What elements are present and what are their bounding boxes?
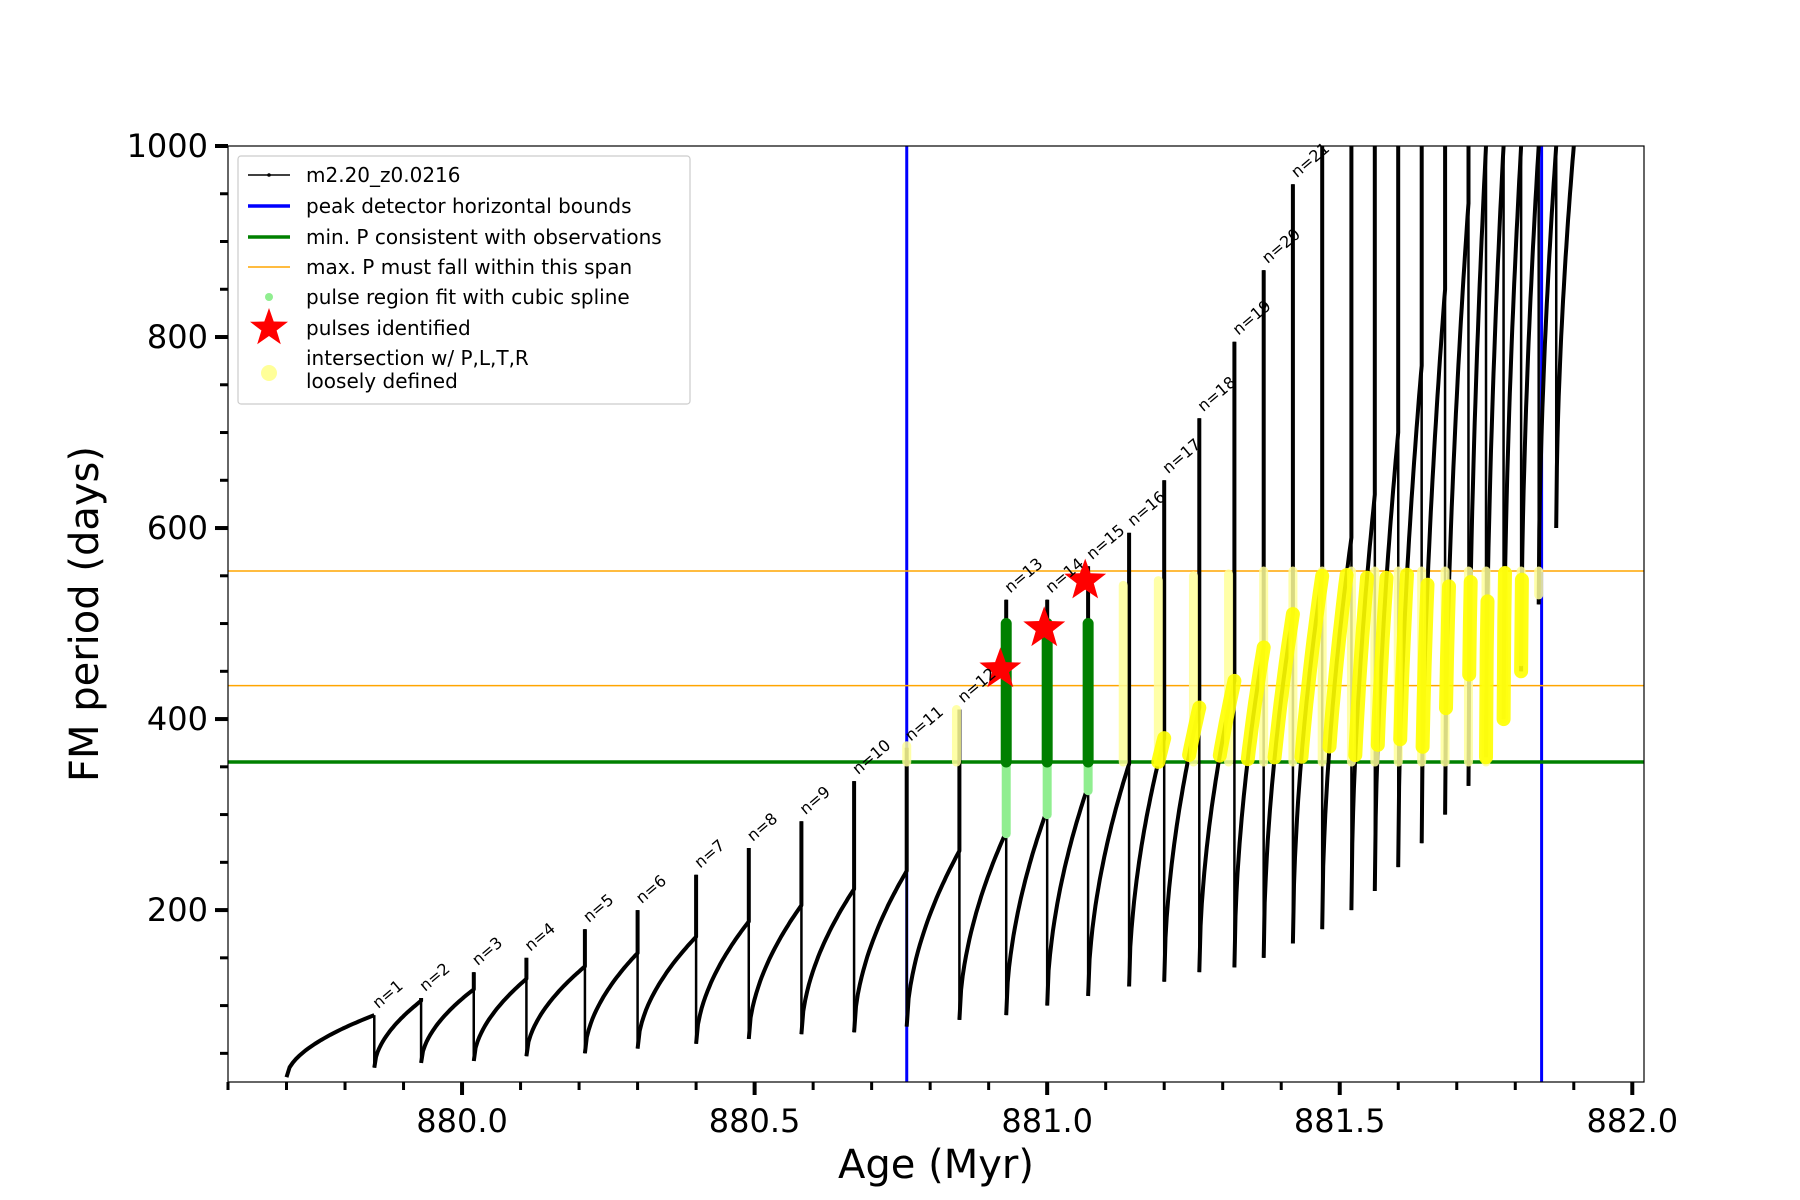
loose-intersection-arc <box>1514 572 1529 679</box>
pulse-identified-star-1 <box>979 647 1022 688</box>
loose-intersection-arc <box>1267 607 1300 765</box>
pulse-label: n=13 <box>1001 554 1047 597</box>
loose-intersection-arc <box>1496 566 1512 727</box>
period-curve-cycle-30 <box>1484 146 1506 758</box>
pulse-identified-star-3 <box>1064 558 1107 599</box>
legend-handle-dot <box>265 293 273 301</box>
pulse-label: n=1 <box>369 976 407 1012</box>
period-curve-cycle-16 <box>1086 532 1132 997</box>
y-tick-label: 400 <box>147 700 208 738</box>
pulse-identified-star-2 <box>1023 606 1066 647</box>
period-curve-cycle-4 <box>471 957 529 1062</box>
legend-label: min. P consistent with observations <box>306 225 662 249</box>
legend-label: m2.20_z0.0216 <box>306 163 461 187</box>
period-curve-cycle-11 <box>852 747 909 1033</box>
loose-intersection-arc <box>1370 570 1394 752</box>
pulse-label: n=8 <box>743 809 781 845</box>
period-curve-cycle-25 <box>1372 146 1401 892</box>
pulse-label: n=5 <box>579 890 617 926</box>
y-axis-label: FM period (days) <box>62 446 108 782</box>
legend-handle-dot <box>261 365 277 381</box>
pulse-label: n=3 <box>468 933 506 969</box>
pulse-label: n=7 <box>690 836 728 872</box>
legend-box <box>237 155 691 405</box>
period-curve-cycle-34 <box>1554 146 1576 529</box>
x-tick-label: 880.5 <box>709 1102 801 1140</box>
x-tick-label: 882.0 <box>1586 1102 1678 1140</box>
loose-intersection-arc <box>1462 575 1478 682</box>
period-curve-cycle-7 <box>635 874 699 1049</box>
period-curve-cycle-1 <box>284 1013 376 1078</box>
period-curve-cycle-8 <box>694 848 751 1044</box>
legend-label: pulse region fit with cubic spline <box>306 285 630 309</box>
legend-handle-marker <box>267 173 271 177</box>
period-curve-cycle-14 <box>1004 599 1050 1016</box>
loose-intersection-arc <box>1151 731 1172 769</box>
legend-label: pulses identified <box>306 316 471 340</box>
pulse-label: n=15 <box>1082 521 1128 564</box>
x-axis-label: Age (Myr) <box>838 1142 1034 1188</box>
loose-intersection-arc <box>1348 570 1374 762</box>
loose-intersection-arc <box>1415 577 1435 754</box>
loose-intersection-arc <box>1294 568 1330 764</box>
loose-intersection-arc <box>1240 640 1271 767</box>
loose-intersection-arc <box>1212 673 1242 763</box>
pulse-label: n=4 <box>521 919 559 955</box>
period-curve-cycle-6 <box>582 910 640 1054</box>
period-curve-cycle-22 <box>1290 146 1325 944</box>
period-curve-cycle-29 <box>1466 146 1488 786</box>
loose-intersection-arc <box>1439 579 1456 716</box>
x-tick-label: 881.0 <box>1001 1102 1093 1140</box>
y-tick-label: 200 <box>147 891 208 929</box>
x-tick-label: 881.5 <box>1294 1102 1386 1140</box>
legend-handle-star <box>250 308 288 345</box>
pulse-label: n=2 <box>415 959 453 995</box>
period-curve-cycle-23 <box>1320 146 1354 930</box>
period-curve-cycle-13 <box>957 599 1009 1021</box>
legend-label: intersection w/ P,L,T,R <box>306 346 529 370</box>
period-curve-cycle-31 <box>1501 146 1524 720</box>
pulse-label: n=19 <box>1229 296 1275 339</box>
period-curve-cycle-10 <box>799 781 857 1035</box>
legend-label: loosely defined <box>306 369 458 393</box>
period-curve-cycle-3 <box>419 972 476 1064</box>
period-curve-cycle-2 <box>372 998 424 1069</box>
loose-intersection-arc <box>1479 594 1495 765</box>
y-tick-label: 600 <box>147 509 208 547</box>
period-curve-cycle-24 <box>1349 146 1377 911</box>
y-tick-label: 1000 <box>127 127 208 165</box>
pulse-label: n=6 <box>632 871 670 907</box>
period-curve-cycle-9 <box>746 821 804 1040</box>
loose-intersection-arc <box>1393 567 1414 747</box>
x-tick-label: 880.0 <box>416 1102 508 1140</box>
period-curve-cycle-32 <box>1519 146 1541 672</box>
period-curve-cycle-12 <box>904 709 962 1027</box>
period-curve-cycle-15 <box>1045 566 1091 1006</box>
period-curve-cycle-5 <box>524 929 587 1057</box>
pulse-label: n=9 <box>796 782 834 818</box>
pulse-label: n=21 <box>1287 138 1333 181</box>
period-curve-cycle-33 <box>1536 146 1559 605</box>
legend-label: max. P must fall within this span <box>306 255 632 279</box>
y-tick-label: 800 <box>147 318 208 356</box>
pulse-label: n=20 <box>1258 224 1304 267</box>
loose-intersection-arc <box>1322 568 1354 754</box>
plot-frame <box>227 145 1645 1083</box>
legend-label: peak detector horizontal bounds <box>306 194 632 218</box>
pulse-label: n=10 <box>848 735 894 778</box>
loose-intersection-arc <box>1182 700 1207 762</box>
